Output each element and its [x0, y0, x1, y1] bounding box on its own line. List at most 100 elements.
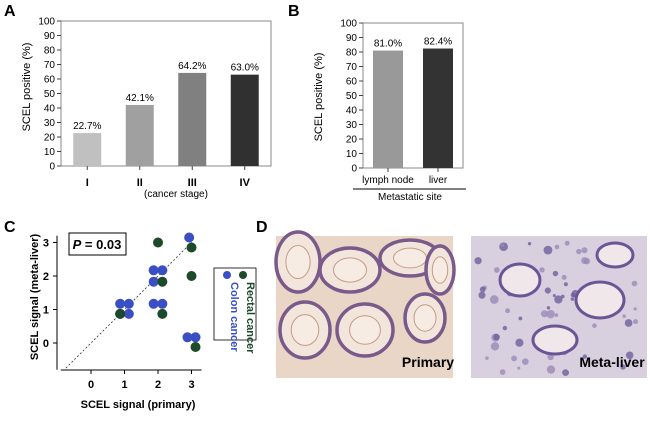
- chart-c-xtick-label: 3: [188, 379, 194, 391]
- p-value-box: [68, 232, 127, 256]
- chartA-bar: [125, 104, 154, 166]
- crypt-lumen: [333, 257, 367, 283]
- chart-c-legend-label: Rectal cancer: [244, 282, 256, 354]
- chartB-category-label: liver: [429, 175, 448, 186]
- chart-c-ytick-label: 1: [43, 305, 49, 317]
- chart-c-point-colon: [184, 232, 195, 243]
- cell-nucleus: [515, 338, 524, 347]
- chart-b-xlabel: Metastatic site: [378, 192, 442, 203]
- chart-c-point-colon: [123, 308, 134, 319]
- chart-c-point-colon: [157, 265, 168, 276]
- chartA-ytick-label: 20: [44, 133, 56, 144]
- panel-letter-b: B: [288, 3, 300, 20]
- chart-c-point-colon: [115, 298, 126, 309]
- micrograph-primary-label: Primary: [402, 354, 454, 370]
- chartA-bar: [230, 74, 259, 166]
- chartA-ytick-label: 40: [44, 104, 56, 115]
- chartA-ytick-label: 50: [44, 89, 56, 100]
- cell-nucleus: [511, 355, 518, 362]
- chart-c-point-rectal: [157, 276, 168, 287]
- cell-nucleus: [478, 291, 486, 299]
- micrograph-primary-texture: [274, 230, 456, 360]
- chart-c-xtick-label: 0: [88, 379, 94, 391]
- cell-nucleus: [554, 295, 563, 304]
- cell-nucleus: [592, 323, 597, 328]
- cell-nucleus: [581, 247, 588, 254]
- crypt-lumen: [413, 304, 437, 332]
- chart-c-ytick-label: 3: [43, 238, 49, 250]
- chart-c-point-rectal: [186, 242, 197, 253]
- crypt-lumen: [349, 315, 381, 345]
- gland-shape: [595, 241, 635, 269]
- cell-nucleus: [625, 351, 634, 360]
- chart-c-ylabel: SCEL signal (meta-liver): [29, 234, 41, 361]
- cell-nucleus: [624, 319, 633, 327]
- chart-b-ylabel: SCEL positive (%): [313, 53, 325, 142]
- chartA-data-label: 22.7%: [73, 121, 101, 132]
- chartB-ytick-label: 20: [346, 135, 358, 146]
- chartA-ytick-label: 100: [38, 17, 55, 28]
- cell-nucleus: [561, 274, 567, 280]
- chartA-ytick-label: 10: [44, 147, 56, 158]
- cell-nucleus: [485, 356, 489, 360]
- chart-c-point-colon: [148, 265, 159, 276]
- chart-c-legend-marker: [223, 271, 231, 279]
- chart-c-point-colon: [190, 332, 201, 343]
- cell-nucleus: [633, 307, 637, 311]
- cell-nucleus: [474, 257, 482, 265]
- chartB-data-label: 82.4%: [424, 37, 452, 48]
- cell-nucleus: [546, 309, 555, 319]
- panel-letter-c: C: [4, 219, 16, 236]
- cell-nucleus: [493, 267, 500, 273]
- cell-nucleus: [499, 242, 508, 252]
- chartB-ytick-label: 80: [346, 48, 358, 59]
- crypt-lumen: [285, 245, 311, 279]
- bar-chart-cancer-stage: SCEL positive (%) (cancer stage) 0 10 20 30…: [21, 17, 272, 200]
- panel-letter-a: A: [4, 3, 16, 20]
- cell-nucleus: [546, 365, 556, 374]
- chartB-bar: [373, 50, 403, 168]
- cell-nucleus: [563, 282, 568, 287]
- bar-chart-metastatic-site: SCEL positive (%) Metastatic site 0 10 20 3…: [313, 19, 466, 203]
- chartA-category-label: II: [137, 177, 143, 189]
- chartB-category-label: lymph node: [362, 175, 414, 186]
- chartB-ytick-label: 0: [351, 164, 357, 175]
- cell-nucleus: [502, 325, 508, 331]
- chart-c-point-rectal: [153, 237, 163, 248]
- cell-nucleus: [631, 280, 638, 287]
- cell-nucleus: [576, 248, 582, 255]
- chartA-bar: [178, 72, 207, 166]
- chartA-ytick-label: 60: [44, 75, 56, 86]
- chartA-category-label: III: [188, 177, 197, 189]
- cell-nucleus: [500, 243, 505, 247]
- cell-nucleus: [522, 358, 529, 365]
- chartB-ytick-label: 70: [346, 62, 358, 73]
- chart-a-ylabel: SCEL positive (%): [21, 43, 33, 132]
- chart-c-xtick-label: 2: [155, 379, 161, 391]
- cell-nucleus: [622, 314, 626, 318]
- cell-nucleus: [539, 267, 545, 273]
- p-value-annotation: P = 0.03: [73, 237, 122, 252]
- cell-nucleus: [552, 270, 559, 277]
- cell-nucleus: [552, 294, 556, 298]
- chart-c-point-colon: [148, 298, 159, 309]
- cell-nucleus: [564, 240, 570, 246]
- cell-nucleus: [633, 319, 639, 325]
- cell-nucleus: [562, 369, 569, 377]
- chartB-ytick-label: 100: [340, 19, 357, 30]
- cell-nucleus: [581, 257, 589, 265]
- chartB-bar: [423, 48, 453, 168]
- chartA-bar: [73, 133, 102, 166]
- chart-c-point-rectal: [115, 308, 126, 319]
- cell-nucleus: [489, 295, 499, 304]
- chart-c-legend-label: Colon cancer: [228, 282, 240, 352]
- chartB-ytick-label: 50: [346, 91, 358, 102]
- chartB-ytick-label: 10: [346, 149, 358, 160]
- chart-c-ytick-label: 2: [43, 271, 49, 283]
- chartA-data-label: 42.1%: [126, 93, 154, 104]
- cell-nucleus: [493, 333, 500, 341]
- scatter-plot-scel-signal: P = 0.03 SCEL signal (meta-liver) SCEL s…: [29, 232, 257, 411]
- cell-nucleus: [544, 287, 551, 294]
- cell-nucleus: [540, 310, 548, 318]
- chart-c-point-rectal: [186, 271, 197, 281]
